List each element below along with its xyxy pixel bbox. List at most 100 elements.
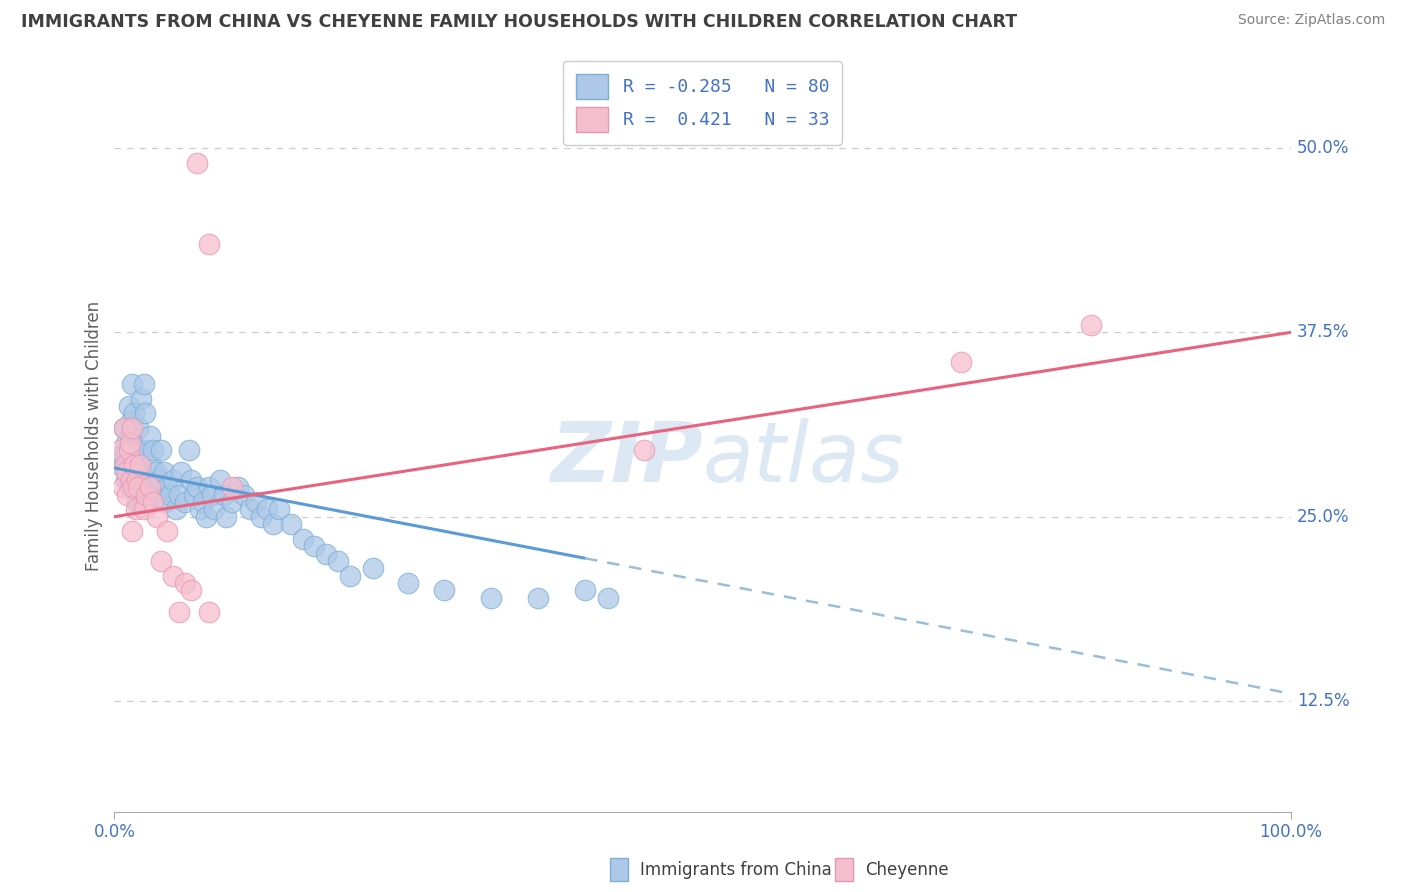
Point xyxy=(162,568,184,582)
Point xyxy=(262,516,284,531)
Point xyxy=(245,495,267,509)
Point xyxy=(361,561,384,575)
Point xyxy=(212,487,235,501)
Point xyxy=(167,606,190,620)
Point xyxy=(177,443,200,458)
Text: 50.0%: 50.0% xyxy=(1296,139,1348,157)
Point xyxy=(215,509,238,524)
Point xyxy=(138,480,160,494)
Point xyxy=(127,421,149,435)
Point xyxy=(197,606,219,620)
Point xyxy=(125,473,148,487)
Point xyxy=(167,487,190,501)
Point xyxy=(202,502,225,516)
Point xyxy=(950,355,973,369)
Point xyxy=(115,436,138,450)
Point xyxy=(153,495,176,509)
Point xyxy=(433,583,456,598)
Point xyxy=(398,576,420,591)
Point xyxy=(183,487,205,501)
Point xyxy=(180,583,202,598)
Point xyxy=(150,554,173,568)
Point xyxy=(239,502,262,516)
Point xyxy=(159,487,181,501)
Text: Cheyenne: Cheyenne xyxy=(865,861,948,879)
Point xyxy=(112,421,135,435)
Point xyxy=(1080,318,1102,332)
Point xyxy=(145,509,167,524)
Point xyxy=(117,487,139,501)
Point xyxy=(250,509,273,524)
Point xyxy=(110,458,132,472)
Point xyxy=(122,480,145,494)
Point xyxy=(135,443,157,458)
Text: 25.0%: 25.0% xyxy=(1296,508,1350,525)
Point xyxy=(118,436,141,450)
Point xyxy=(118,480,141,494)
Point xyxy=(142,443,165,458)
Point xyxy=(115,466,138,480)
Point xyxy=(197,236,219,251)
Text: Immigrants from China: Immigrants from China xyxy=(640,861,831,879)
Point xyxy=(280,516,302,531)
Point xyxy=(124,407,146,421)
Point xyxy=(180,473,202,487)
Point xyxy=(188,502,211,516)
Legend: R = -0.285   N = 80, R =  0.421   N = 33: R = -0.285 N = 80, R = 0.421 N = 33 xyxy=(564,62,842,145)
Point xyxy=(304,539,326,553)
Point xyxy=(115,473,138,487)
Point xyxy=(114,458,136,472)
Point xyxy=(221,480,243,494)
Point xyxy=(197,480,219,494)
Point xyxy=(226,480,249,494)
Point xyxy=(156,524,179,539)
Point xyxy=(121,458,143,472)
Point xyxy=(124,473,146,487)
Point xyxy=(117,399,139,413)
Point xyxy=(131,392,153,406)
Point xyxy=(326,554,349,568)
Point xyxy=(186,156,208,170)
Text: atlas: atlas xyxy=(703,417,904,499)
Point xyxy=(132,376,155,391)
Point xyxy=(117,443,139,458)
Point xyxy=(129,458,152,472)
Point xyxy=(124,458,146,472)
Point xyxy=(111,450,134,465)
Text: Source: ZipAtlas.com: Source: ZipAtlas.com xyxy=(1237,13,1385,28)
Point xyxy=(118,428,141,442)
Point xyxy=(112,421,135,435)
Point xyxy=(128,443,150,458)
Point xyxy=(153,466,176,480)
Point xyxy=(170,466,193,480)
Point xyxy=(117,443,139,458)
Point xyxy=(124,502,146,516)
Point xyxy=(142,495,165,509)
Point xyxy=(162,473,184,487)
Point xyxy=(117,466,139,480)
Point xyxy=(315,547,337,561)
Point xyxy=(141,480,163,494)
Point xyxy=(111,480,134,494)
Point xyxy=(114,443,136,458)
Text: 12.5%: 12.5% xyxy=(1296,692,1350,710)
Point xyxy=(191,495,214,509)
Point xyxy=(201,487,224,501)
Point xyxy=(232,487,254,501)
Point xyxy=(145,487,167,501)
Point xyxy=(527,591,550,605)
Point xyxy=(122,436,145,450)
Text: IMMIGRANTS FROM CHINA VS CHEYENNE FAMILY HOUSEHOLDS WITH CHILDREN CORRELATION CH: IMMIGRANTS FROM CHINA VS CHEYENNE FAMILY… xyxy=(21,13,1017,31)
Point xyxy=(139,458,162,472)
Point xyxy=(121,524,143,539)
Point xyxy=(291,532,314,546)
Point xyxy=(145,466,167,480)
Point xyxy=(633,443,655,458)
Point xyxy=(121,421,143,435)
Point xyxy=(269,502,291,516)
Point xyxy=(174,576,197,591)
Point xyxy=(156,480,179,494)
Point xyxy=(125,495,148,509)
Point xyxy=(110,443,132,458)
Point xyxy=(150,443,173,458)
